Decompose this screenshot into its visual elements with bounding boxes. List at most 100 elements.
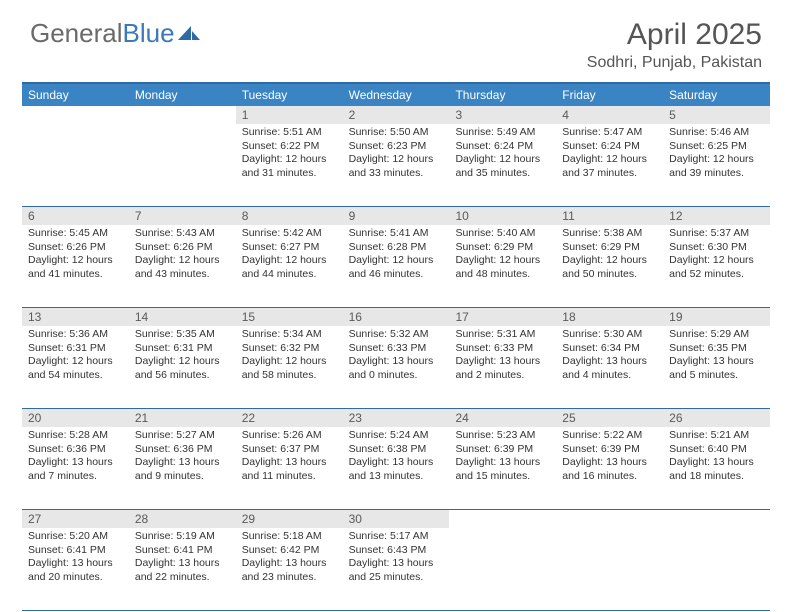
sunrise-line: Sunrise: 5:22 AM	[562, 429, 657, 443]
day-cell-body: Sunrise: 5:36 AMSunset: 6:31 PMDaylight:…	[22, 326, 129, 387]
daylight-line: Daylight: 12 hours and 31 minutes.	[242, 153, 337, 180]
daylight-line: Daylight: 12 hours and 50 minutes.	[562, 254, 657, 281]
sunrise-line: Sunrise: 5:46 AM	[669, 126, 764, 140]
day-cell: Sunrise: 5:19 AMSunset: 6:41 PMDaylight:…	[129, 528, 236, 610]
day-cell-body: Sunrise: 5:38 AMSunset: 6:29 PMDaylight:…	[556, 225, 663, 286]
weekday-header: Friday	[556, 84, 663, 106]
day-cell: Sunrise: 5:29 AMSunset: 6:35 PMDaylight:…	[663, 326, 770, 408]
title-block: April 2025 Sodhri, Punjab, Pakistan	[587, 18, 762, 72]
day-cell	[556, 528, 663, 610]
daylight-line: Daylight: 12 hours and 44 minutes.	[242, 254, 337, 281]
sunrise-line: Sunrise: 5:19 AM	[135, 530, 230, 544]
day-cell	[663, 528, 770, 610]
sunset-line: Sunset: 6:35 PM	[669, 342, 764, 356]
day-number: 12	[663, 207, 770, 225]
day-number: 19	[663, 308, 770, 326]
sunrise-line: Sunrise: 5:23 AM	[455, 429, 550, 443]
sunset-line: Sunset: 6:31 PM	[28, 342, 123, 356]
sunrise-line: Sunrise: 5:50 AM	[349, 126, 444, 140]
week-row: Sunrise: 5:51 AMSunset: 6:22 PMDaylight:…	[22, 124, 770, 207]
day-cell-body: Sunrise: 5:17 AMSunset: 6:43 PMDaylight:…	[343, 528, 450, 589]
day-cell-body: Sunrise: 5:50 AMSunset: 6:23 PMDaylight:…	[343, 124, 450, 185]
day-number: 20	[22, 409, 129, 427]
daylight-line: Daylight: 13 hours and 22 minutes.	[135, 557, 230, 584]
sunrise-line: Sunrise: 5:21 AM	[669, 429, 764, 443]
sunset-line: Sunset: 6:23 PM	[349, 140, 444, 154]
day-number: 21	[129, 409, 236, 427]
day-number: 3	[449, 106, 556, 124]
sunrise-line: Sunrise: 5:49 AM	[455, 126, 550, 140]
day-cell-body: Sunrise: 5:30 AMSunset: 6:34 PMDaylight:…	[556, 326, 663, 387]
day-cell: Sunrise: 5:24 AMSunset: 6:38 PMDaylight:…	[343, 427, 450, 509]
daylight-line: Daylight: 13 hours and 16 minutes.	[562, 456, 657, 483]
daylight-line: Daylight: 12 hours and 46 minutes.	[349, 254, 444, 281]
daylight-line: Daylight: 13 hours and 2 minutes.	[455, 355, 550, 382]
day-cell-body: Sunrise: 5:34 AMSunset: 6:32 PMDaylight:…	[236, 326, 343, 387]
logo-text-blue: Blue	[123, 18, 175, 49]
day-number: 25	[556, 409, 663, 427]
logo: GeneralBlue	[30, 18, 200, 49]
sunrise-line: Sunrise: 5:27 AM	[135, 429, 230, 443]
day-number	[663, 510, 770, 528]
calendar: SundayMondayTuesdayWednesdayThursdayFrid…	[22, 82, 770, 611]
sunrise-line: Sunrise: 5:24 AM	[349, 429, 444, 443]
sunset-line: Sunset: 6:29 PM	[562, 241, 657, 255]
day-cell: Sunrise: 5:34 AMSunset: 6:32 PMDaylight:…	[236, 326, 343, 408]
sunrise-line: Sunrise: 5:17 AM	[349, 530, 444, 544]
sunset-line: Sunset: 6:41 PM	[28, 544, 123, 558]
daylight-line: Daylight: 13 hours and 11 minutes.	[242, 456, 337, 483]
day-cell-body: Sunrise: 5:47 AMSunset: 6:24 PMDaylight:…	[556, 124, 663, 185]
day-cell: Sunrise: 5:43 AMSunset: 6:26 PMDaylight:…	[129, 225, 236, 307]
daylight-line: Daylight: 13 hours and 20 minutes.	[28, 557, 123, 584]
sunset-line: Sunset: 6:36 PM	[135, 443, 230, 457]
sunset-line: Sunset: 6:29 PM	[455, 241, 550, 255]
day-cell-body: Sunrise: 5:32 AMSunset: 6:33 PMDaylight:…	[343, 326, 450, 387]
sunset-line: Sunset: 6:30 PM	[669, 241, 764, 255]
week-row: Sunrise: 5:28 AMSunset: 6:36 PMDaylight:…	[22, 427, 770, 510]
sunset-line: Sunset: 6:37 PM	[242, 443, 337, 457]
day-cell: Sunrise: 5:26 AMSunset: 6:37 PMDaylight:…	[236, 427, 343, 509]
day-number	[449, 510, 556, 528]
sunset-line: Sunset: 6:25 PM	[669, 140, 764, 154]
day-number: 14	[129, 308, 236, 326]
day-cell	[22, 124, 129, 206]
daylight-line: Daylight: 12 hours and 35 minutes.	[455, 153, 550, 180]
day-cell: Sunrise: 5:32 AMSunset: 6:33 PMDaylight:…	[343, 326, 450, 408]
daylight-line: Daylight: 13 hours and 7 minutes.	[28, 456, 123, 483]
weekday-header: Thursday	[449, 84, 556, 106]
day-number: 17	[449, 308, 556, 326]
sunset-line: Sunset: 6:36 PM	[28, 443, 123, 457]
sunrise-line: Sunrise: 5:36 AM	[28, 328, 123, 342]
day-cell-body: Sunrise: 5:49 AMSunset: 6:24 PMDaylight:…	[449, 124, 556, 185]
daylight-line: Daylight: 12 hours and 54 minutes.	[28, 355, 123, 382]
weekday-header: Monday	[129, 84, 236, 106]
day-number: 30	[343, 510, 450, 528]
day-cell: Sunrise: 5:51 AMSunset: 6:22 PMDaylight:…	[236, 124, 343, 206]
day-cell: Sunrise: 5:35 AMSunset: 6:31 PMDaylight:…	[129, 326, 236, 408]
day-cell-body: Sunrise: 5:27 AMSunset: 6:36 PMDaylight:…	[129, 427, 236, 488]
day-number: 28	[129, 510, 236, 528]
day-cell: Sunrise: 5:23 AMSunset: 6:39 PMDaylight:…	[449, 427, 556, 509]
day-cell-body: Sunrise: 5:41 AMSunset: 6:28 PMDaylight:…	[343, 225, 450, 286]
daynum-row: 20212223242526	[22, 409, 770, 427]
sunset-line: Sunset: 6:39 PM	[455, 443, 550, 457]
day-cell-body: Sunrise: 5:31 AMSunset: 6:33 PMDaylight:…	[449, 326, 556, 387]
day-cell: Sunrise: 5:38 AMSunset: 6:29 PMDaylight:…	[556, 225, 663, 307]
sunset-line: Sunset: 6:42 PM	[242, 544, 337, 558]
day-cell: Sunrise: 5:17 AMSunset: 6:43 PMDaylight:…	[343, 528, 450, 610]
day-number: 4	[556, 106, 663, 124]
day-cell: Sunrise: 5:42 AMSunset: 6:27 PMDaylight:…	[236, 225, 343, 307]
weekday-header: Sunday	[22, 84, 129, 106]
day-number: 27	[22, 510, 129, 528]
sunset-line: Sunset: 6:22 PM	[242, 140, 337, 154]
sunrise-line: Sunrise: 5:35 AM	[135, 328, 230, 342]
sunrise-line: Sunrise: 5:26 AM	[242, 429, 337, 443]
day-cell-body: Sunrise: 5:28 AMSunset: 6:36 PMDaylight:…	[22, 427, 129, 488]
sunset-line: Sunset: 6:39 PM	[562, 443, 657, 457]
day-number: 22	[236, 409, 343, 427]
logo-sail-icon	[178, 24, 200, 42]
day-number: 9	[343, 207, 450, 225]
sunset-line: Sunset: 6:24 PM	[562, 140, 657, 154]
daylight-line: Daylight: 13 hours and 25 minutes.	[349, 557, 444, 584]
sunset-line: Sunset: 6:26 PM	[135, 241, 230, 255]
